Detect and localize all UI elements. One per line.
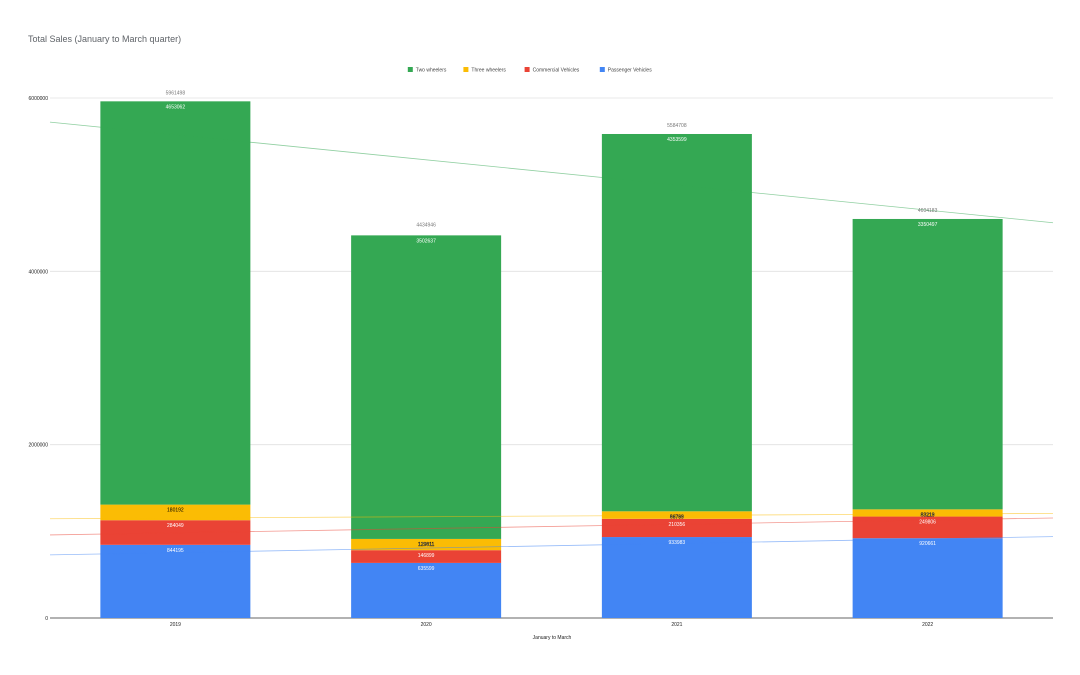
bar-segment bbox=[351, 538, 502, 551]
total-label: 4604183 bbox=[918, 208, 938, 214]
x-axis-title: January to March bbox=[533, 635, 572, 641]
y-axis: 0 2000000 4000000 6000000 bbox=[29, 96, 49, 622]
data-label: 4653062 bbox=[166, 104, 186, 110]
trendline bbox=[49, 517, 1054, 536]
data-label: 3502637 bbox=[416, 238, 436, 244]
bar-segment bbox=[100, 504, 251, 521]
bar-segment bbox=[601, 133, 752, 512]
bar-segment bbox=[852, 516, 1003, 539]
y-tick-label: 6000000 bbox=[29, 96, 49, 102]
data-label: 635599 bbox=[418, 566, 435, 572]
legend-label: Three wheelers bbox=[471, 68, 506, 74]
data-label: 83219 bbox=[921, 512, 935, 518]
legend-swatch bbox=[599, 67, 605, 72]
data-label: 129811 bbox=[418, 542, 435, 548]
x-tick-label: 2019 bbox=[170, 622, 181, 628]
data-label: 146899 bbox=[418, 553, 435, 559]
data-label: 86769 bbox=[670, 514, 684, 520]
data-label: 844195 bbox=[167, 548, 184, 554]
legend-swatch bbox=[407, 67, 413, 72]
bar-segment bbox=[351, 550, 502, 563]
trendline bbox=[49, 121, 1054, 224]
data-label: 210356 bbox=[669, 522, 686, 528]
x-axis: 2019 2020 2021 2022 bbox=[170, 622, 934, 628]
legend-swatch bbox=[524, 67, 530, 72]
y-tick-label: 0 bbox=[45, 616, 48, 622]
legend-label: Passenger Vehicles bbox=[608, 68, 652, 74]
x-tick-label: 2020 bbox=[421, 622, 432, 628]
total-label: 4434946 bbox=[416, 223, 436, 229]
bar-segment bbox=[601, 537, 752, 618]
data-label: 180192 bbox=[167, 508, 184, 514]
bar-segment bbox=[852, 509, 1003, 517]
total-label: 5961498 bbox=[166, 90, 186, 96]
bars bbox=[100, 101, 1003, 618]
data-label: 249806 bbox=[919, 520, 936, 526]
data-label: 933983 bbox=[669, 540, 686, 546]
legend-swatch bbox=[463, 67, 469, 72]
legend-label: Two wheelers bbox=[416, 68, 447, 74]
data-label: 920661 bbox=[919, 541, 936, 547]
data-labels: 844195 284049 180192 4653062 5961498 635599 14… bbox=[166, 90, 938, 572]
data-label: 4353599 bbox=[667, 137, 687, 143]
bar-segment bbox=[100, 544, 251, 618]
legend-label: Commercial Vehicles bbox=[533, 68, 580, 74]
chart-title: Total Sales (January to March quarter) bbox=[28, 34, 181, 44]
trendline bbox=[49, 512, 1054, 520]
bar-segment bbox=[100, 101, 251, 505]
trendline bbox=[49, 536, 1054, 556]
data-label: 3350497 bbox=[918, 222, 938, 228]
chart-legend: Two wheelers Three wheelers Commercial Veh… bbox=[407, 67, 652, 74]
x-tick-label: 2022 bbox=[922, 622, 933, 628]
bar-segment bbox=[351, 235, 502, 539]
x-tick-label: 2021 bbox=[671, 622, 682, 628]
bar-segment bbox=[852, 538, 1003, 618]
bar-segment bbox=[852, 218, 1003, 510]
y-tick-label: 4000000 bbox=[29, 269, 49, 275]
trendlines bbox=[49, 121, 1054, 556]
bar-segment bbox=[351, 562, 502, 618]
y-tick-label: 2000000 bbox=[29, 443, 49, 449]
data-label: 284049 bbox=[167, 523, 184, 529]
total-label: 5584708 bbox=[667, 123, 687, 129]
